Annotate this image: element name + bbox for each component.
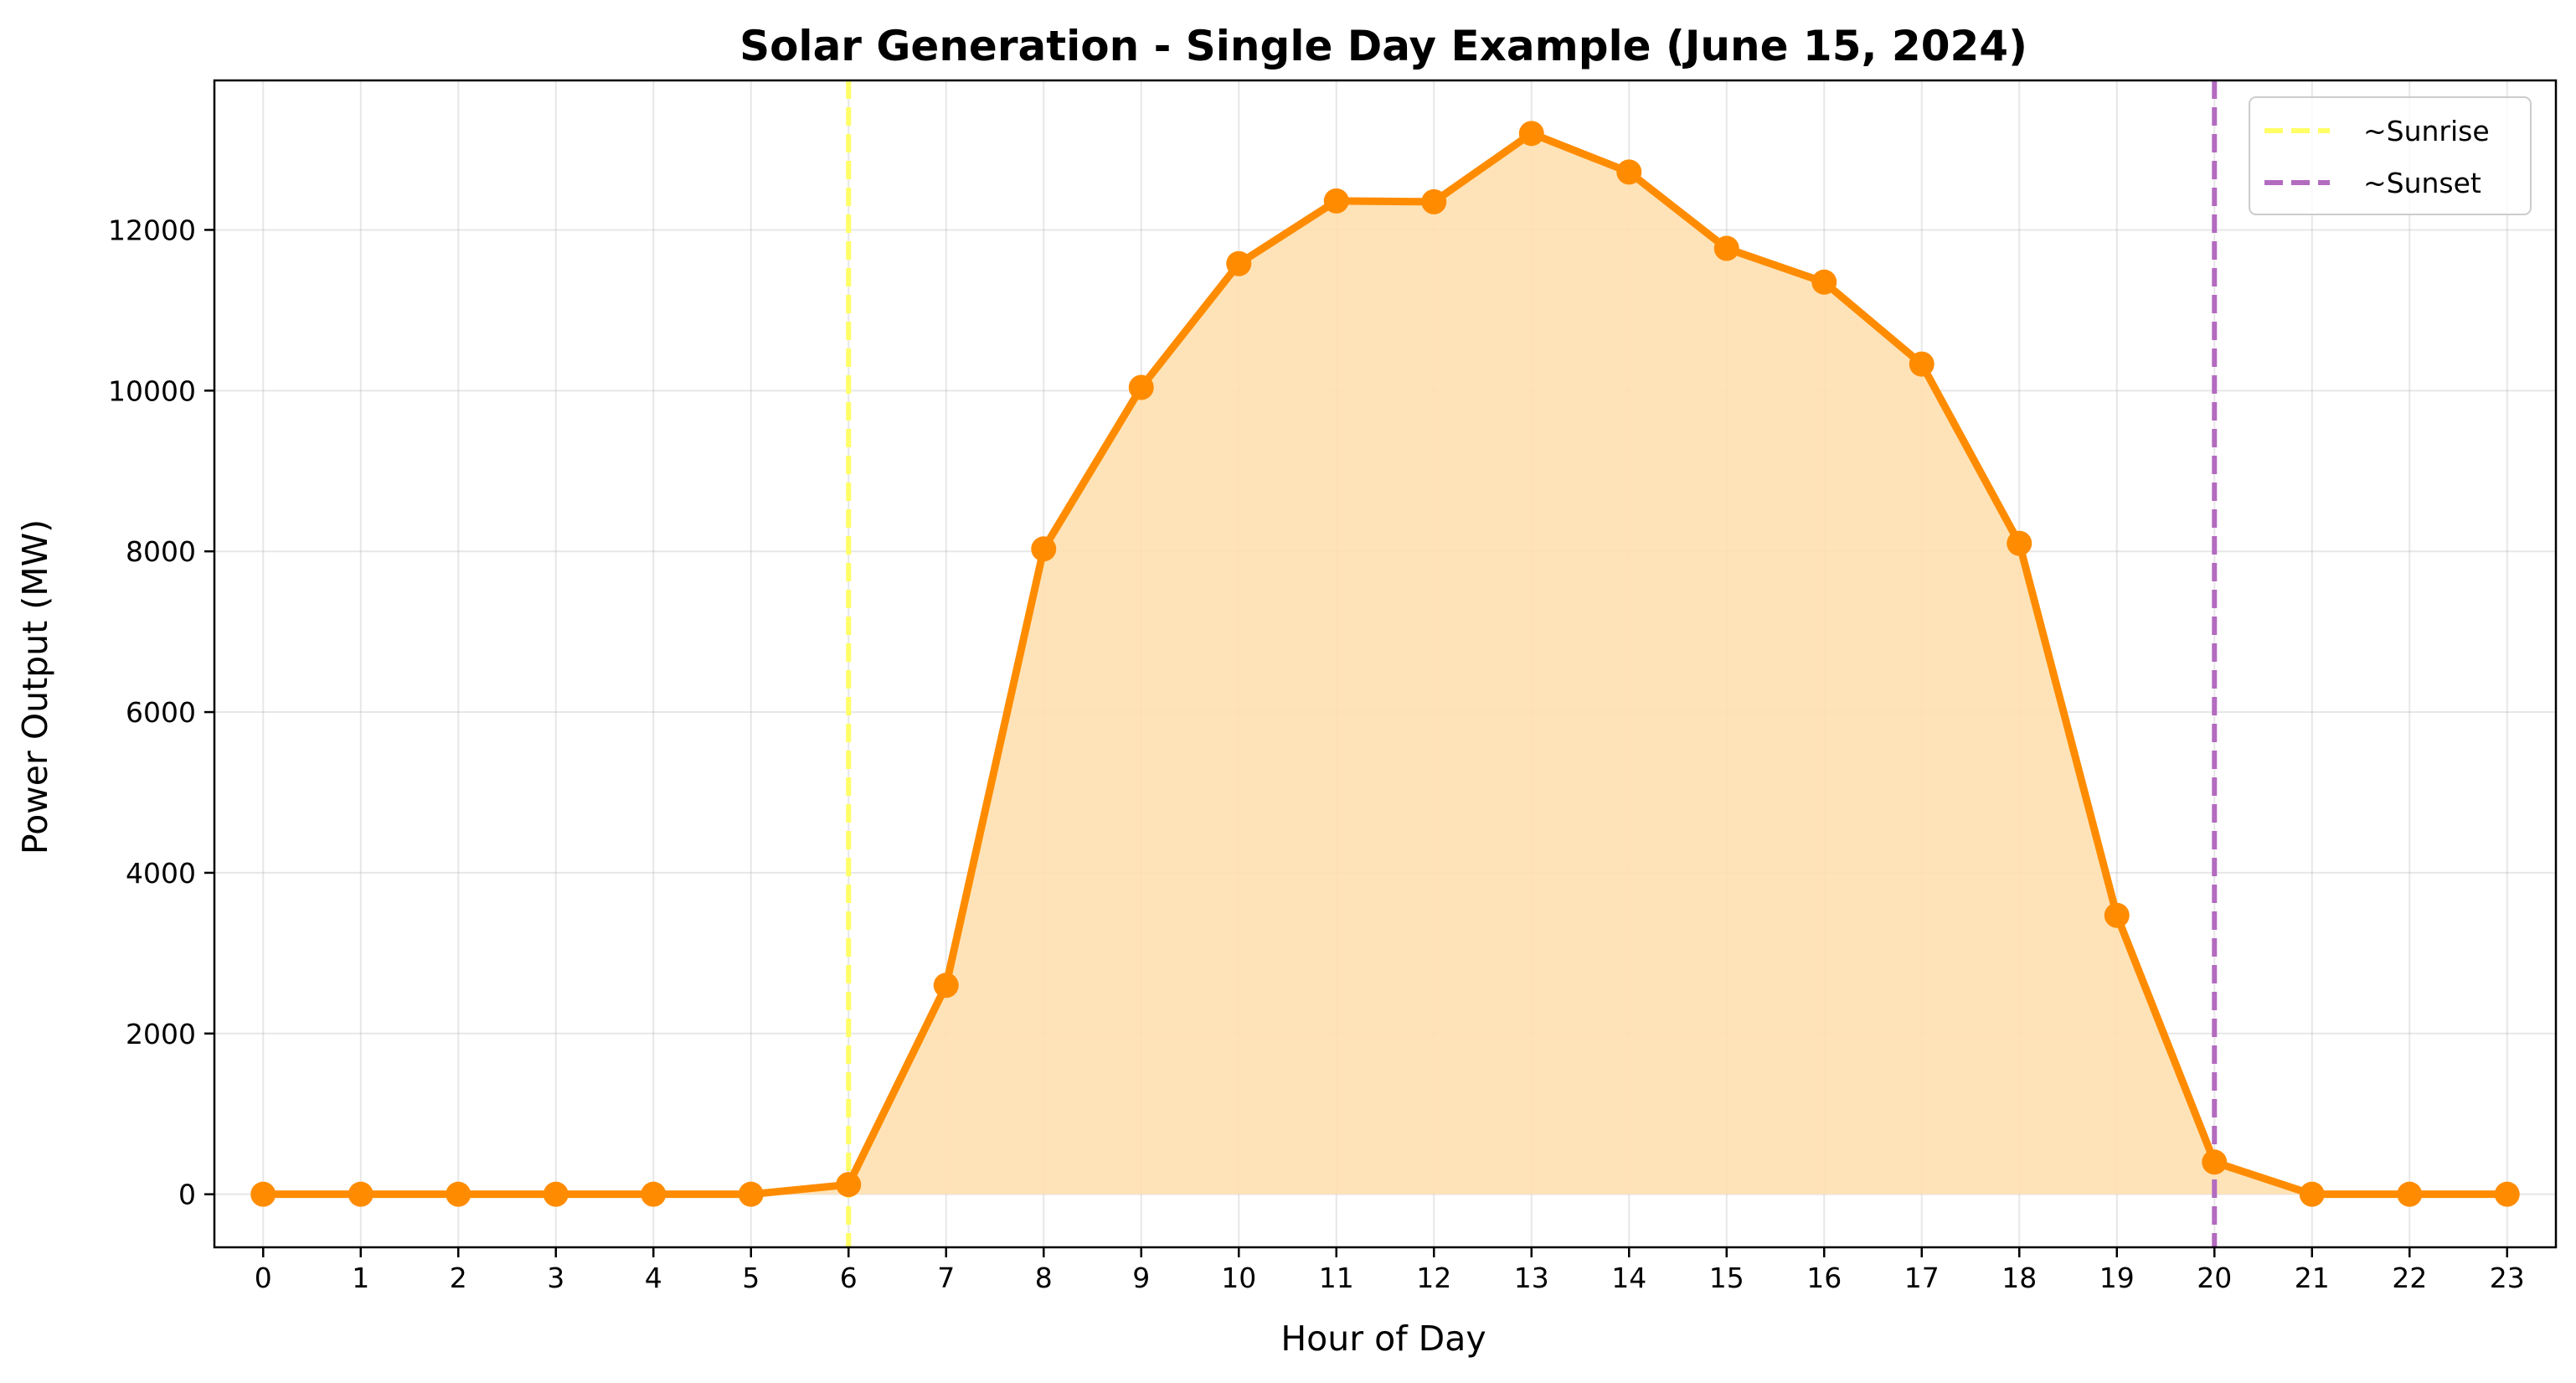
x-tick-label: 16 (1806, 1262, 1842, 1294)
y-tick-label: 2000 (126, 1018, 196, 1050)
data-point (1909, 351, 1935, 377)
data-point (1713, 235, 1739, 261)
x-tick-label: 0 (255, 1262, 272, 1294)
data-point (1421, 188, 1447, 214)
data-point (1811, 269, 1837, 295)
x-tick-label: 17 (1904, 1262, 1940, 1294)
x-tick-label: 23 (2490, 1262, 2525, 1294)
plot-frame (213, 79, 2558, 1249)
data-point (348, 1181, 374, 1207)
data-point (2104, 902, 2130, 928)
data-point (1128, 374, 1154, 400)
legend: ~Sunrise ~Sunset (2249, 96, 2532, 215)
x-tick-label: 12 (1416, 1262, 1451, 1294)
x-tick-label: 2 (450, 1262, 467, 1294)
x-tick-label: 15 (1709, 1262, 1744, 1294)
y-axis-label: Power Output (MW) (15, 519, 55, 854)
x-tick-label: 18 (2002, 1262, 2037, 1294)
x-tick-label: 6 (840, 1262, 858, 1294)
axes-frame (213, 79, 2558, 1249)
x-tick-label: 9 (1132, 1262, 1150, 1294)
x-tick-label: 20 (2197, 1262, 2232, 1294)
data-point (1226, 250, 1252, 276)
data-point (641, 1181, 667, 1207)
data-point (738, 1181, 764, 1207)
x-tick-label: 19 (2099, 1262, 2135, 1294)
chart-title: Solar Generation - Single Day Example (J… (739, 22, 2027, 70)
x-tick-label: 8 (1035, 1262, 1053, 1294)
y-tick-label: 10000 (108, 374, 196, 407)
series-line-layer (259, 129, 2512, 1199)
data-point (933, 973, 959, 999)
x-tick-label: 14 (1611, 1262, 1646, 1294)
series-markers (250, 121, 2520, 1207)
x-axis-label: Hour of Day (1280, 1318, 1486, 1359)
data-point (1616, 159, 1642, 185)
data-point (2397, 1181, 2423, 1207)
y-tick-label: 12000 (108, 214, 196, 246)
x-tick-label: 3 (547, 1262, 564, 1294)
data-point (836, 1172, 862, 1198)
data-point (543, 1181, 569, 1207)
series-line (259, 129, 2512, 1199)
x-tick-label: 5 (742, 1262, 760, 1294)
y-tick-label: 4000 (126, 857, 196, 890)
x-tick-label: 1 (352, 1262, 369, 1294)
data-point (446, 1181, 471, 1207)
data-point (1518, 121, 1544, 147)
x-ticks: 0 1 2 3 4 5 6 7 8 9 10 11 12 13 14 15 16 17 18 19 20 21 22 23 (255, 1247, 2525, 1294)
y-tick-label: 8000 (126, 535, 196, 568)
y-tick-label: 0 (178, 1179, 196, 1211)
x-tick-label: 4 (645, 1262, 662, 1294)
data-point (1031, 536, 1057, 562)
x-tick-label: 10 (1221, 1262, 1256, 1294)
data-point (1323, 188, 1349, 214)
legend-sunset-label: ~Sunset (2363, 167, 2481, 199)
data-point (2007, 530, 2032, 556)
y-tick-label: 6000 (126, 696, 196, 729)
legend-sunrise-label: ~Sunrise (2363, 115, 2490, 147)
area-fill (263, 133, 2507, 1195)
x-tick-label: 22 (2392, 1262, 2427, 1294)
area-layer (263, 133, 2507, 1195)
data-point (2202, 1149, 2228, 1175)
x-tick-label: 13 (1514, 1262, 1549, 1294)
data-point (2494, 1181, 2520, 1207)
data-point (250, 1181, 276, 1207)
data-point (2299, 1181, 2325, 1207)
x-tick-label: 21 (2295, 1262, 2330, 1294)
x-tick-label: 7 (937, 1262, 955, 1294)
x-tick-label: 11 (1319, 1262, 1354, 1294)
reference-lines (846, 80, 2218, 1247)
y-ticks: 0 2000 4000 6000 8000 10000 12000 (108, 214, 214, 1211)
